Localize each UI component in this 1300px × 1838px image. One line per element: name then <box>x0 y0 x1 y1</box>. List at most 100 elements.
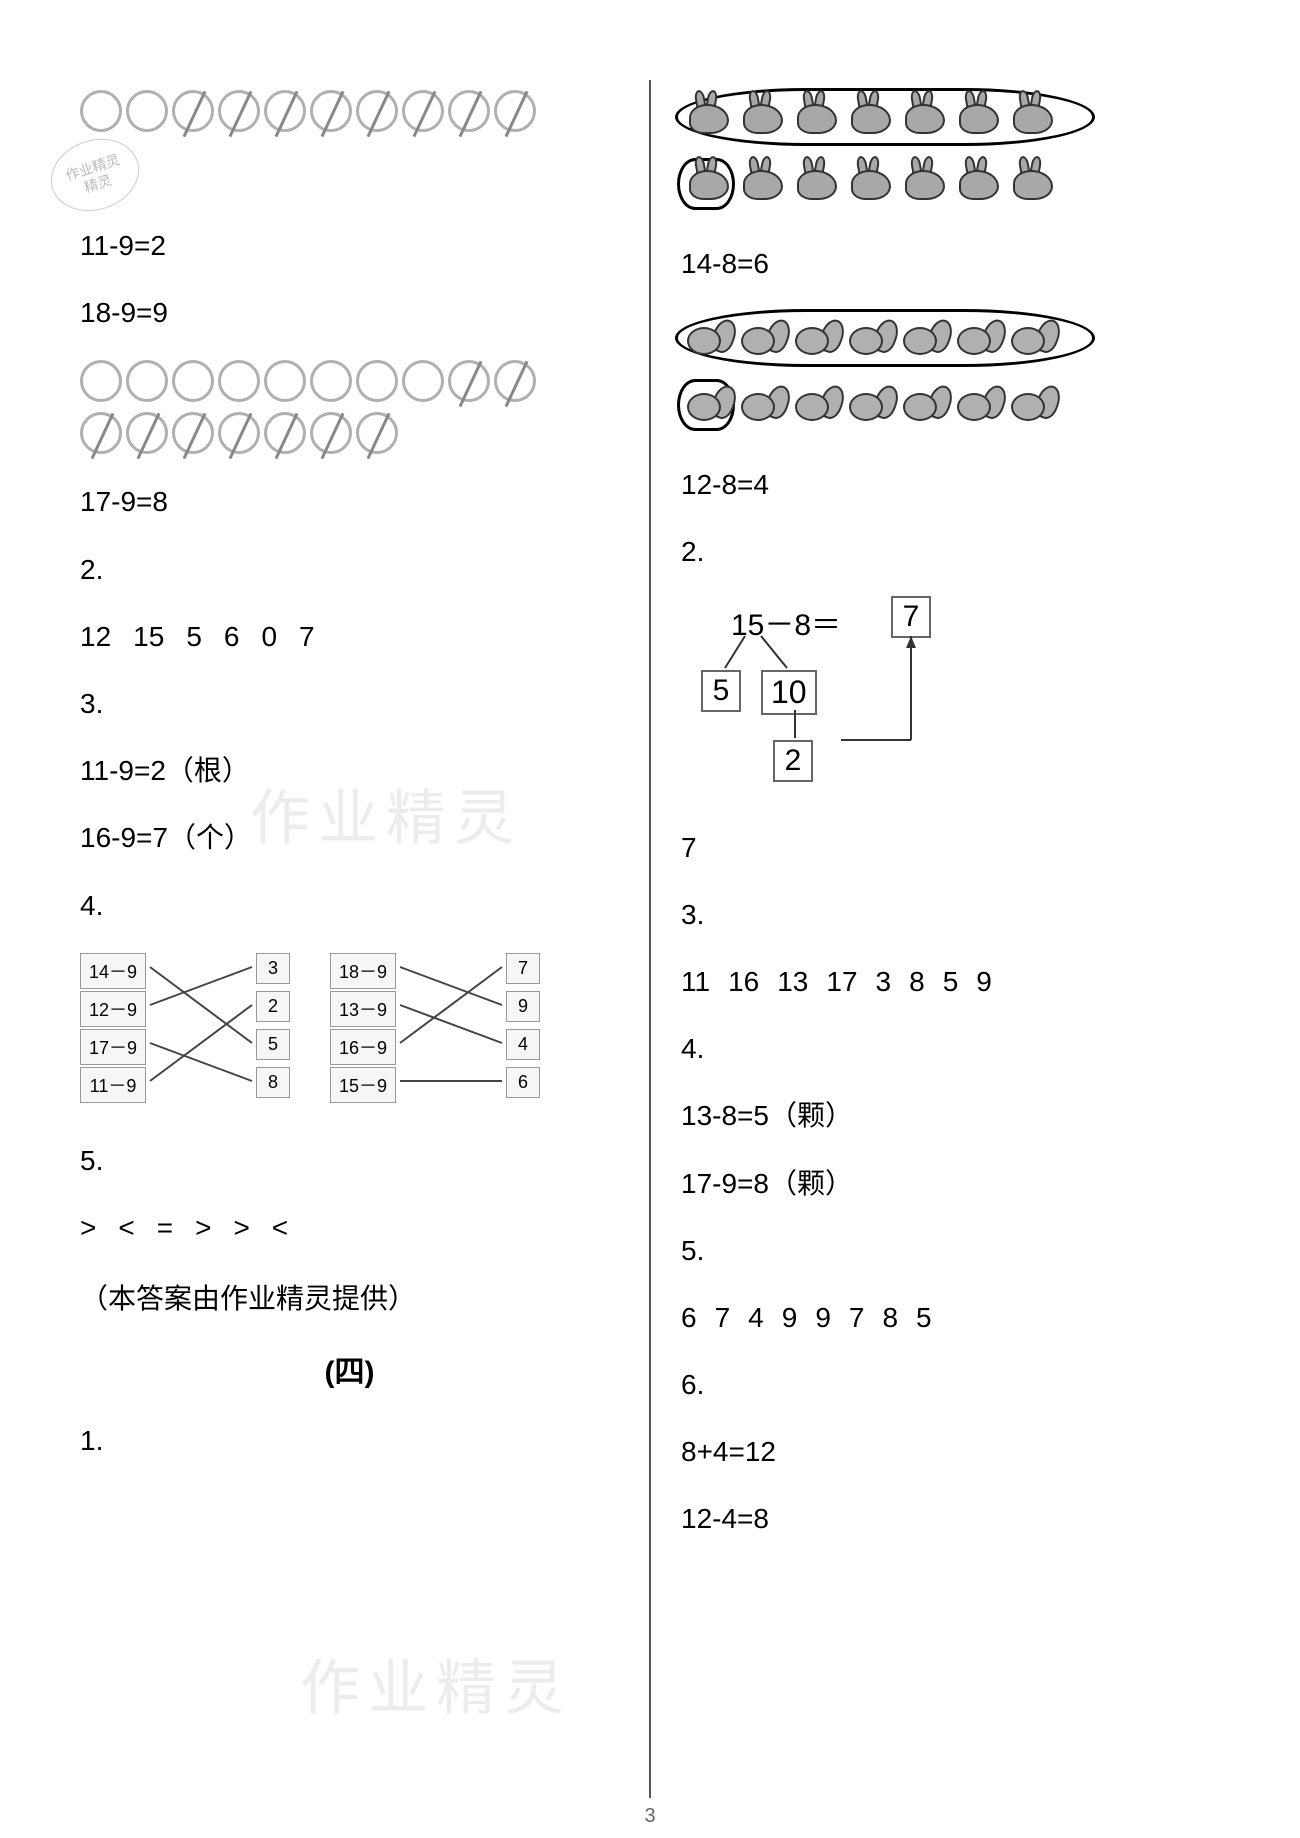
q5-sym: > <box>233 1212 249 1243</box>
eq-11-9: 11-9=2 <box>80 226 619 265</box>
circle-slashed-icon <box>310 412 352 454</box>
circle-icon <box>126 360 168 402</box>
rq5-num: 7 <box>849 1302 865 1333</box>
decomposition-diagram: 15－8＝ 7 5 10 2 <box>701 600 961 800</box>
circle-icon <box>172 360 214 402</box>
q2-numbers: 12155607 <box>80 617 619 656</box>
q3-b: 16-9=7（个） <box>80 818 619 857</box>
page-number: 3 <box>644 1805 655 1828</box>
eq-18-9: 18-9=9 <box>80 293 619 332</box>
credit-line: （本答案由作业精灵提供） <box>80 1277 619 1317</box>
r-q4-a: 13-8=5（颗） <box>681 1096 1220 1135</box>
r-q3-label: 3. <box>681 895 1220 934</box>
rabbit-row-2 <box>681 156 1220 216</box>
rq3-num: 16 <box>728 966 759 997</box>
circle-slashed-icon <box>264 412 306 454</box>
match-right-cell: 5 <box>256 1029 290 1060</box>
circle-icon <box>356 360 398 402</box>
q5-sym: > <box>80 1212 96 1243</box>
circle-slashed-icon <box>494 360 536 402</box>
match-right-cell: 8 <box>256 1067 290 1098</box>
circle-icon <box>126 90 168 132</box>
match-group-right: 18－913－916－915－97946 <box>330 953 540 1113</box>
r-q5-numbers: 67499785 <box>681 1298 1220 1337</box>
rabbit-icon <box>681 156 735 206</box>
page-columns: 11-9=2 18-9=9 17-9=8 2. 12155607 3. 11-9… <box>60 80 1240 1798</box>
rabbit-icon <box>789 90 843 140</box>
circle-slashed-icon <box>310 90 352 132</box>
eq-14-8: 14-8=6 <box>681 244 1220 283</box>
rabbit-icon <box>897 156 951 206</box>
q4-label: 4. <box>80 886 619 925</box>
eq-12-8: 12-8=4 <box>681 465 1220 504</box>
squirrel-icon <box>681 377 735 427</box>
rq3-num: 17 <box>826 966 857 997</box>
q5-sym: > <box>195 1212 211 1243</box>
q2-num: 5 <box>186 621 202 652</box>
match-left-cell: 14－9 <box>80 953 146 989</box>
match-left-cell: 11－9 <box>80 1067 146 1103</box>
circle-slashed-icon <box>80 412 122 454</box>
q2-num: 6 <box>224 621 240 652</box>
column-divider <box>649 80 651 1798</box>
r-q3-numbers: 11 16 13 17 3859 <box>681 962 1220 1001</box>
r-q6-a: 8+4=12 <box>681 1432 1220 1471</box>
q2-label: 2. <box>80 550 619 589</box>
circle-slashed-icon <box>356 90 398 132</box>
r-q4-b: 17-9=8（颗） <box>681 1164 1220 1203</box>
match-left-cell: 12－9 <box>80 991 146 1027</box>
rq5-num: 4 <box>748 1302 764 1333</box>
section-four: (四) <box>80 1347 619 1391</box>
rq3-num: 3 <box>876 966 892 997</box>
match-left-cell: 18－9 <box>330 953 396 989</box>
q5-sym: = <box>157 1212 173 1243</box>
squirrel-icon <box>897 311 951 361</box>
squirrel-icon <box>789 311 843 361</box>
q3-a: 11-9=2（根） <box>80 751 619 790</box>
rq5-num: 6 <box>681 1302 697 1333</box>
squirrel-icon <box>897 377 951 427</box>
rq5-num: 5 <box>916 1302 932 1333</box>
eq-17-9: 17-9=8 <box>80 482 619 521</box>
squirrel-icon <box>951 377 1005 427</box>
match-right-cell: 2 <box>256 991 290 1022</box>
circle-slashed-icon <box>448 90 490 132</box>
rabbit-icon <box>951 90 1005 140</box>
squirrel-icon <box>789 377 843 427</box>
circle-row-2a <box>80 360 619 402</box>
rq3-num: 8 <box>909 966 925 997</box>
squirrel-icon <box>843 377 897 427</box>
rabbit-row-1 <box>681 90 1220 150</box>
circle-row-1 <box>80 90 619 132</box>
rq3-num: 5 <box>943 966 959 997</box>
decomp-lines <box>701 600 961 800</box>
rabbit-figure <box>681 90 1220 216</box>
match-right-cell: 7 <box>506 953 540 984</box>
circle-slashed-icon <box>172 412 214 454</box>
q1b-label: 1. <box>80 1421 619 1460</box>
circle-icon <box>218 360 260 402</box>
rq3-num: 11 <box>681 966 710 997</box>
match-right-cell: 4 <box>506 1029 540 1060</box>
squirrel-icon <box>1005 311 1059 361</box>
q2-num: 7 <box>299 621 315 652</box>
circle-slashed-icon <box>494 90 536 132</box>
rabbit-icon <box>735 156 789 206</box>
q2-num: 12 <box>80 621 111 652</box>
r-q6-b: 12-4=8 <box>681 1499 1220 1538</box>
circle-icon <box>310 360 352 402</box>
q2-num: 15 <box>133 621 164 652</box>
rabbit-icon <box>735 90 789 140</box>
rq5-num: 7 <box>715 1302 731 1333</box>
rabbit-icon <box>1005 156 1059 206</box>
rabbit-icon <box>681 90 735 140</box>
circle-row-2b <box>80 412 619 454</box>
rq3-num: 9 <box>976 966 992 997</box>
circle-slashed-icon <box>448 360 490 402</box>
circle-slashed-icon <box>264 90 306 132</box>
squirrel-row-1 <box>681 311 1220 371</box>
match-left-cell: 15－9 <box>330 1067 396 1103</box>
match-left-cell: 16－9 <box>330 1029 396 1065</box>
rq3-num: 13 <box>777 966 808 997</box>
rq5-num: 9 <box>782 1302 798 1333</box>
